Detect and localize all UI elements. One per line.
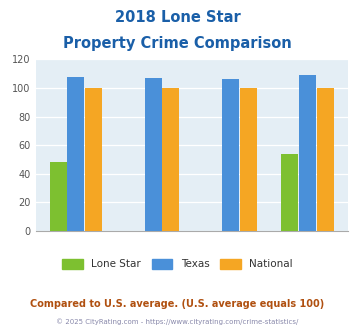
Bar bbox=[50, 162, 67, 231]
Bar bbox=[144, 78, 162, 231]
Legend: Lone Star, Texas, National: Lone Star, Texas, National bbox=[58, 255, 297, 274]
Bar bbox=[317, 88, 334, 231]
Bar bbox=[281, 154, 298, 231]
Text: Compared to U.S. average. (U.S. average equals 100): Compared to U.S. average. (U.S. average … bbox=[31, 299, 324, 309]
Bar bbox=[67, 77, 84, 231]
Text: 2018 Lone Star: 2018 Lone Star bbox=[115, 10, 240, 25]
Bar bbox=[299, 75, 316, 231]
Bar bbox=[162, 88, 179, 231]
Text: Property Crime Comparison: Property Crime Comparison bbox=[63, 36, 292, 51]
Text: © 2025 CityRating.com - https://www.cityrating.com/crime-statistics/: © 2025 CityRating.com - https://www.city… bbox=[56, 318, 299, 325]
Bar bbox=[85, 88, 102, 231]
Bar bbox=[222, 80, 239, 231]
Bar bbox=[240, 88, 257, 231]
